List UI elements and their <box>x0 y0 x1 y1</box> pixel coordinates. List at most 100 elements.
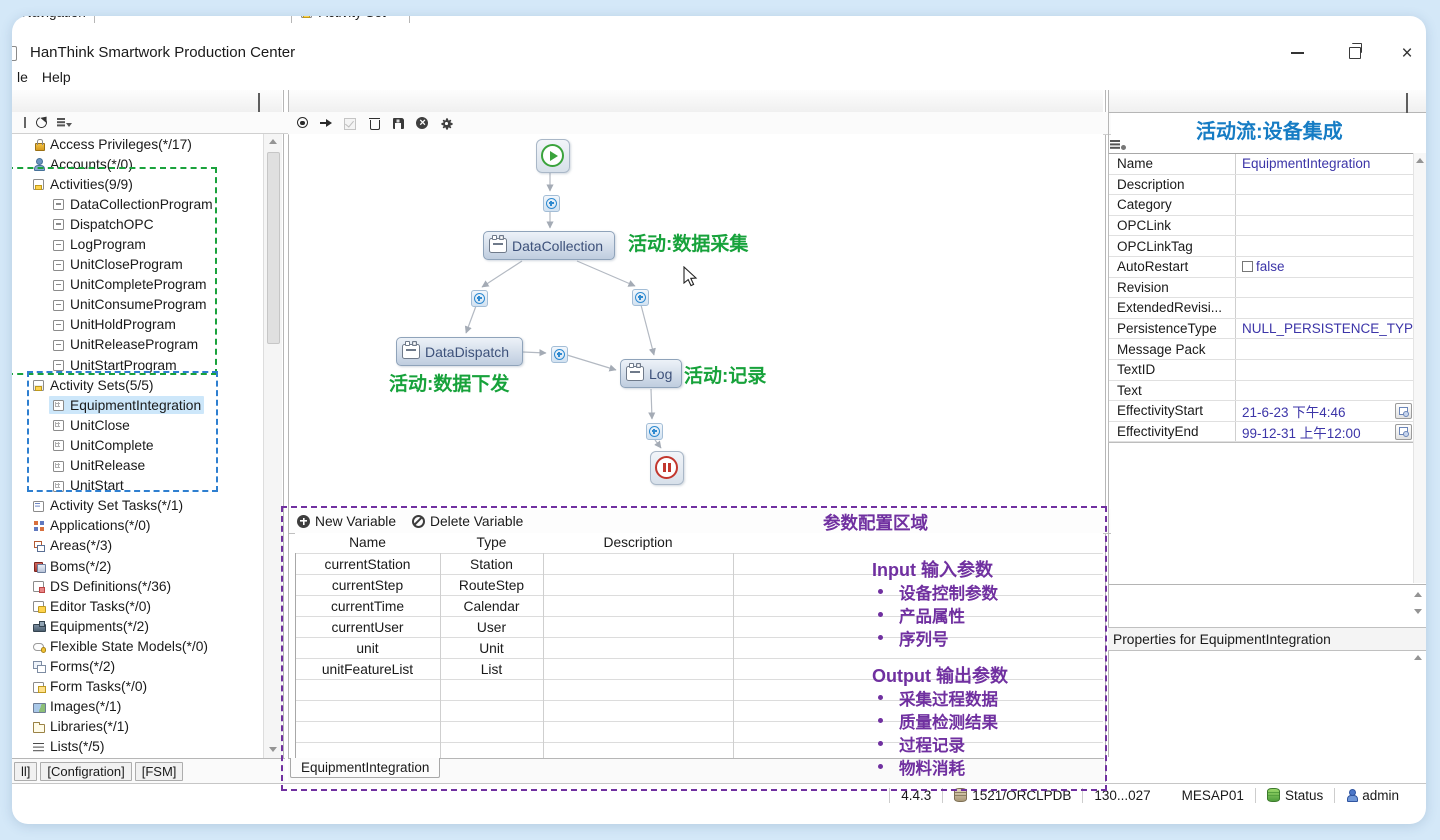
property-row[interactable]: OPCLinkTag <box>1109 236 1414 257</box>
variable-row[interactable]: currentStep RouteStep <box>295 575 1102 596</box>
tree-item[interactable]: UnitConsumeProgram <box>12 295 262 315</box>
tree-item[interactable]: Forms(*/2) <box>12 656 262 676</box>
property-value[interactable] <box>1236 381 1414 401</box>
property-value[interactable]: NULL_PERSISTENCE_TYPE <box>1242 321 1414 337</box>
tree-item[interactable]: Activity Set Tasks(*/1) <box>12 496 262 516</box>
property-value[interactable]: EquipmentIntegration <box>1242 156 1371 172</box>
navigation-view-tab[interactable]: ll] <box>14 761 38 781</box>
property-row[interactable]: OPCLink <box>1109 215 1414 237</box>
properties-scrollbar[interactable] <box>1413 153 1426 583</box>
value-picker-button[interactable] <box>1395 423 1412 440</box>
variable-row[interactable]: unitFeatureList List <box>295 659 1102 680</box>
forward-arrow-icon[interactable] <box>319 116 334 131</box>
property-row[interactable]: EffectivityEnd 99-12-31 上午12:00 <box>1109 421 1414 443</box>
tree-item[interactable]: UnitReleaseProgram <box>12 335 262 355</box>
property-row[interactable]: Name EquipmentIntegration <box>1109 154 1414 175</box>
navigation-view-tab[interactable]: [FSM] <box>134 761 184 781</box>
tree-item[interactable]: UnitStartProgram <box>12 355 262 375</box>
variable-row[interactable]: currentTime Calendar <box>295 596 1102 617</box>
tree-item[interactable]: UnitRelease <box>12 456 262 476</box>
property-value[interactable]: 21-6-23 下午4:46 <box>1236 401 1414 421</box>
close-circle-icon[interactable] <box>415 116 430 131</box>
end-node[interactable] <box>650 451 684 485</box>
editor-bottom-tab[interactable]: EquipmentIntegration <box>290 758 441 778</box>
scroll-down-icon[interactable] <box>269 747 277 752</box>
column-header[interactable]: Type <box>476 535 507 550</box>
add-connector-icon[interactable] <box>632 289 649 306</box>
scroll-up-icon[interactable] <box>1416 158 1424 163</box>
column-header[interactable]: Description <box>603 535 673 550</box>
tree-item[interactable]: DataCollectionProgram <box>12 194 262 214</box>
property-value[interactable] <box>1236 216 1414 236</box>
property-value[interactable] <box>1236 175 1414 195</box>
property-value[interactable] <box>1236 298 1414 318</box>
close-button[interactable]: × <box>1390 40 1424 66</box>
tree-item[interactable]: Editor Tasks(*/0) <box>12 596 262 616</box>
tree-item[interactable]: UnitComplete <box>12 435 262 455</box>
tree-item[interactable]: Applications(*/0) <box>12 516 262 536</box>
value-picker-button[interactable] <box>1395 403 1412 420</box>
property-row[interactable]: Revision <box>1109 277 1414 299</box>
property-value[interactable] <box>1236 195 1414 215</box>
add-connector-icon[interactable] <box>551 346 568 363</box>
variable-row[interactable]: unit Unit <box>295 638 1102 659</box>
tree-item[interactable]: UnitCloseProgram <box>12 255 262 275</box>
new-variable-button[interactable]: New Variable <box>297 514 396 529</box>
property-value[interactable]: false <box>1236 257 1414 277</box>
activity-node-datadispatch[interactable]: DataDispatch <box>396 337 523 366</box>
variable-row[interactable]: currentStation Station <box>295 554 1102 575</box>
sort-icon[interactable] <box>57 116 72 129</box>
activity-node-log[interactable]: Log <box>620 359 682 388</box>
diagram-canvas[interactable] <box>289 134 1103 506</box>
tree-item[interactable]: DS Definitions(*/36) <box>12 576 262 596</box>
add-connector-icon[interactable] <box>543 195 560 212</box>
tree-scrollbar[interactable] <box>263 134 282 758</box>
tree-item[interactable]: Images(*/1) <box>12 697 262 717</box>
tree-item[interactable]: Boms(*/2) <box>12 556 262 576</box>
add-connector-icon[interactable] <box>646 423 663 440</box>
scroll-up-icon[interactable] <box>269 139 277 144</box>
panel-maximize-icon[interactable] <box>1406 93 1408 113</box>
tree-item[interactable]: Flexible State Models(*/0) <box>12 636 262 656</box>
tree-item[interactable]: UnitHoldProgram <box>12 315 262 335</box>
property-value[interactable] <box>1236 278 1414 298</box>
minimize-button[interactable] <box>1280 40 1314 66</box>
tree-item[interactable]: UnitClose <box>12 415 262 435</box>
property-row[interactable]: EffectivityStart 21-6-23 下午4:46 <box>1109 401 1414 422</box>
tree-item[interactable]: Form Tasks(*/0) <box>12 677 262 697</box>
refresh-icon[interactable] <box>35 116 48 129</box>
start-node[interactable] <box>536 139 570 173</box>
delete-icon[interactable] <box>367 116 382 131</box>
tree-item[interactable]: Equipments(*/2) <box>12 616 262 636</box>
property-row[interactable]: ExtendedRevisi... <box>1109 298 1414 319</box>
menu-item[interactable]: le <box>17 69 28 85</box>
record-icon[interactable] <box>295 116 310 131</box>
property-row[interactable]: Description <box>1109 174 1414 196</box>
tree-item[interactable]: Access Privileges(*/17) <box>12 134 262 154</box>
scrollbar-thumb[interactable] <box>267 152 280 344</box>
tree-item[interactable]: Areas(*/3) <box>12 536 262 556</box>
property-value[interactable] <box>1236 339 1414 359</box>
property-value[interactable] <box>1236 236 1414 256</box>
add-connector-icon[interactable] <box>471 290 488 307</box>
scroll-up-icon[interactable] <box>1414 655 1422 660</box>
menu-item[interactable]: Help <box>41 69 71 85</box>
tab-activity-set[interactable]: Activity Set × <box>291 16 410 23</box>
column-header[interactable]: Name <box>349 535 386 550</box>
tree-item[interactable]: LogProgram <box>12 234 262 254</box>
collapse-up-icon[interactable] <box>1414 592 1422 597</box>
settings-icon[interactable] <box>439 116 454 131</box>
navigation-view-tab[interactable]: [Configration] <box>40 761 132 781</box>
tree-item[interactable]: Libraries(*/1) <box>12 717 262 737</box>
tree-item[interactable]: Lists(*/5) <box>12 737 262 757</box>
property-row[interactable]: PersistenceType NULL_PERSISTENCE_TYPE <box>1109 318 1414 340</box>
panel-maximize-icon[interactable] <box>258 93 260 113</box>
property-row[interactable]: Message Pack <box>1109 339 1414 360</box>
variable-row[interactable]: currentUser User <box>295 617 1102 638</box>
restore-button[interactable] <box>1338 40 1372 66</box>
view-menu-icon[interactable] <box>1110 139 1126 152</box>
tree-item[interactable]: Activity Sets(5/5) <box>12 375 262 395</box>
property-value[interactable]: 99-12-31 上午12:00 <box>1236 422 1414 442</box>
property-row[interactable]: Category <box>1109 195 1414 216</box>
tree-item[interactable]: EquipmentIntegration <box>12 395 262 415</box>
